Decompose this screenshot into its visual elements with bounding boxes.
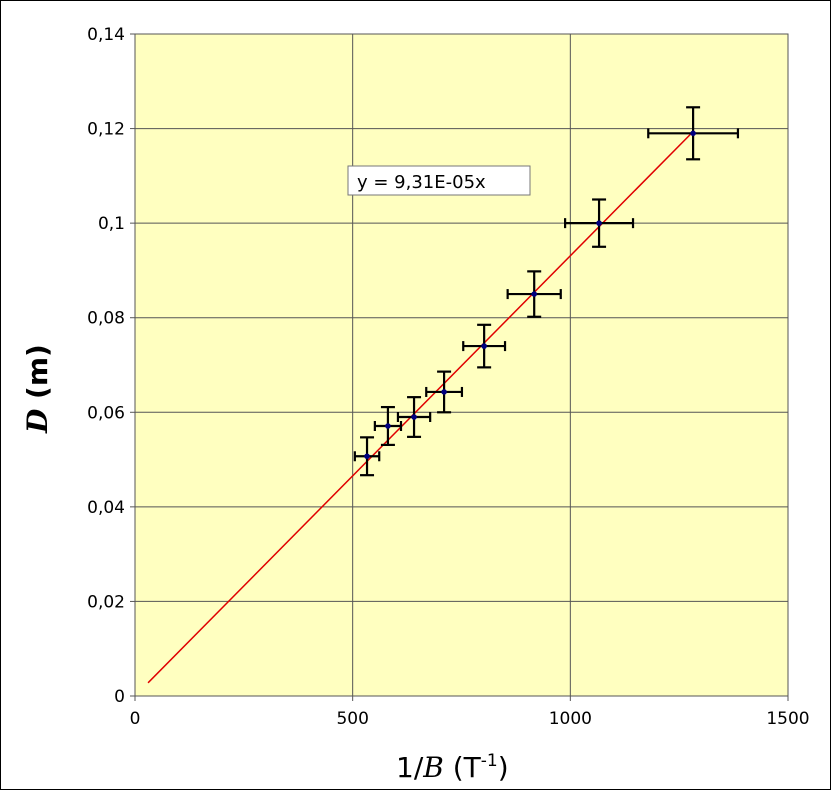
x-axis-label: 1/B (T-1) [396, 751, 509, 784]
y-tick-label: 0,04 [87, 498, 125, 518]
data-point [441, 389, 447, 395]
tick-labels: 0 0,02 0,04 0,06 0,08 0,1 0,12 0,14 0 500 1000 1500 [87, 25, 809, 729]
x-tick-label: 0 [130, 709, 141, 729]
y-tick-label: 0,1 [98, 214, 125, 234]
equation-box [347, 165, 531, 196]
data-point [385, 423, 391, 429]
y-tick-label: 0,02 [87, 592, 125, 612]
x-tick-label: 1000 [549, 709, 592, 729]
data-point [531, 291, 538, 297]
y-tick-label: 0,06 [87, 403, 125, 423]
data-points [353, 106, 740, 477]
equation-text: y = 9,31E-05x [357, 172, 486, 193]
y-tick-label: 0,14 [87, 25, 125, 45]
data-point [690, 130, 696, 137]
y-tick-label: 0,08 [87, 309, 125, 329]
y-tick-label: 0,12 [87, 120, 125, 140]
equation-label: y = 9,31E-05x [347, 165, 531, 196]
data-point-group [373, 405, 403, 447]
y-tick-label: 0 [114, 687, 125, 707]
x-tick-label: 1500 [766, 709, 809, 729]
data-point [364, 453, 370, 460]
data-point [411, 414, 417, 420]
grid [130, 33, 789, 701]
y-axis-label: D (m) [21, 344, 54, 434]
data-point [596, 220, 602, 226]
data-point [481, 343, 487, 349]
x-tick-label: 500 [336, 709, 368, 729]
